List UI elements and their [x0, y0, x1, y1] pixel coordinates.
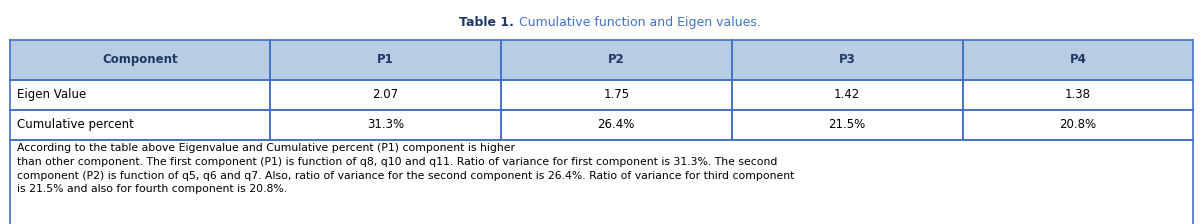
Bar	[731, 40, 962, 80]
Text: Table 1.: Table 1.	[460, 16, 514, 29]
Bar	[962, 80, 1193, 110]
Bar	[269, 80, 500, 110]
Bar	[500, 40, 731, 80]
Text: Cumulative percent: Cumulative percent	[17, 118, 134, 131]
Text: 1.38: 1.38	[1065, 88, 1091, 101]
Bar	[731, 80, 962, 110]
Text: P3: P3	[838, 53, 855, 67]
Bar	[10, 140, 1193, 224]
Bar	[10, 80, 269, 110]
Bar	[10, 40, 269, 80]
Text: Cumulative function and Eigen values.: Cumulative function and Eigen values.	[515, 16, 761, 29]
Text: P2: P2	[608, 53, 624, 67]
Text: P1: P1	[377, 53, 393, 67]
Text: 21.5%: 21.5%	[829, 118, 866, 131]
Bar	[731, 110, 962, 140]
Text: P4: P4	[1069, 53, 1086, 67]
Bar	[500, 110, 731, 140]
Bar	[269, 40, 500, 80]
Text: 20.8%: 20.8%	[1060, 118, 1096, 131]
Text: 1.75: 1.75	[603, 88, 629, 101]
Text: 26.4%: 26.4%	[598, 118, 635, 131]
Bar	[962, 110, 1193, 140]
Text: According to the table above Eigenvalue and Cumulative percent (P1) component is: According to the table above Eigenvalue …	[17, 143, 794, 194]
Text: 2.07: 2.07	[373, 88, 398, 101]
Text: Eigen Value: Eigen Value	[17, 88, 87, 101]
Bar	[500, 80, 731, 110]
Bar	[10, 110, 269, 140]
Bar	[962, 40, 1193, 80]
Text: Component: Component	[102, 53, 178, 67]
Text: 1.42: 1.42	[834, 88, 860, 101]
Text: 31.3%: 31.3%	[367, 118, 404, 131]
Bar	[269, 110, 500, 140]
